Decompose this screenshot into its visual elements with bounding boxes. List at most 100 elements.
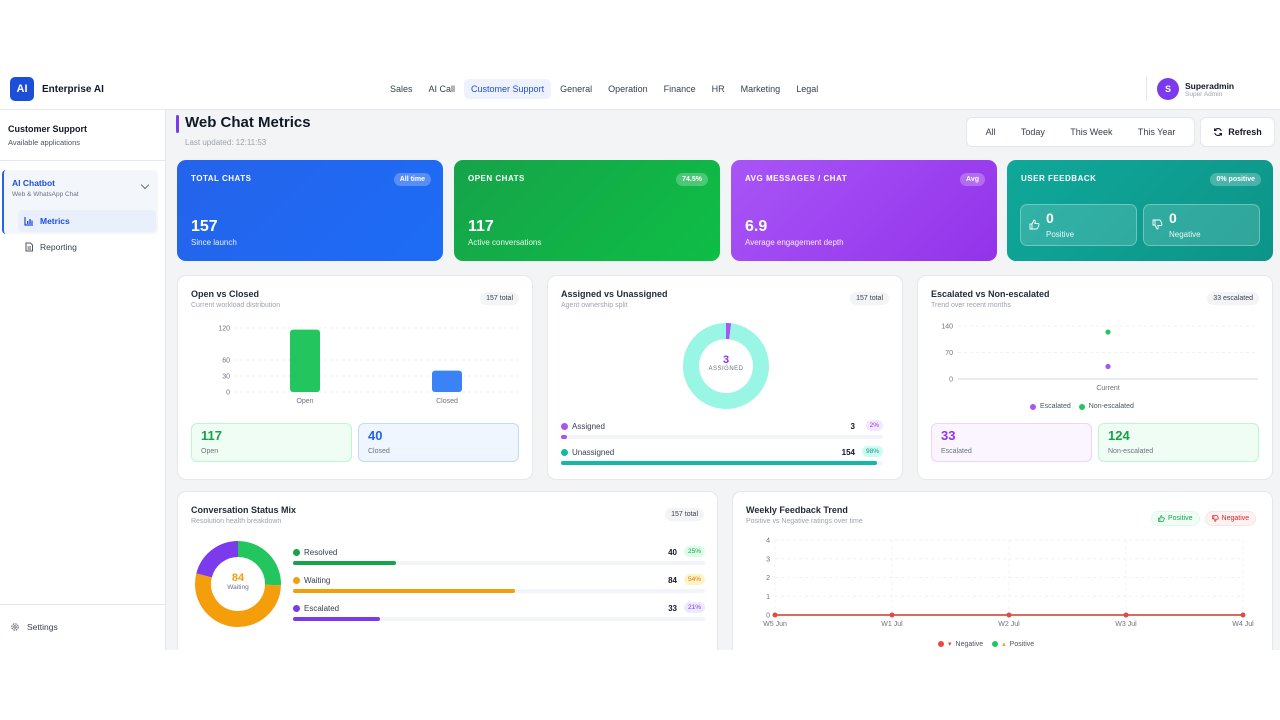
x-tick-label: Closed — [436, 398, 458, 405]
user-menu[interactable]: S Superadmin Super Admin — [1146, 77, 1234, 101]
point-negative — [1123, 612, 1129, 618]
point-negative — [889, 612, 895, 618]
status-mix-donut-chart — [195, 541, 281, 627]
filter-this-week[interactable]: This Week — [1070, 127, 1113, 137]
kpi-badge: Avg — [960, 173, 985, 186]
row-count: 84 — [668, 576, 677, 585]
sidebar-item-label: Metrics — [40, 216, 70, 226]
card-title: Conversation Status Mix — [191, 505, 297, 515]
user-role: Super Admin — [1185, 90, 1223, 98]
thumbs-up-icon — [1029, 219, 1040, 230]
status-mix-card: Conversation Status Mix Resolution healt… — [177, 491, 718, 650]
point-negative — [1006, 612, 1012, 618]
y-tick-label: 60 — [222, 358, 230, 365]
kpi-subtitle: Average engagement depth — [745, 238, 844, 247]
closed-stat-label: Closed — [368, 448, 390, 455]
slice-resolved — [237, 541, 281, 586]
sidebar-item-metrics[interactable]: Metrics — [18, 210, 156, 232]
row-percent: 21% — [683, 602, 705, 613]
negative-toggle-button[interactable]: Negative — [1204, 511, 1257, 526]
filter-this-year[interactable]: This Year — [1137, 127, 1176, 137]
legend-dot — [561, 423, 568, 430]
refresh-button[interactable]: Refresh — [1200, 117, 1275, 147]
row-label: Unassigned — [572, 448, 615, 457]
row-label: Waiting — [304, 576, 331, 585]
legend-label: Non-escalated — [1088, 403, 1134, 410]
sidebar: Customer Support Available applications … — [0, 110, 166, 650]
legend-label: Positive — [1009, 640, 1035, 648]
assigned-vs-unassigned-card: Assigned vs Unassigned Agent ownership s… — [547, 275, 903, 480]
card-title: Assigned vs Unassigned — [561, 289, 668, 299]
weekly-legend: ▾ Negative ▴ Positive — [938, 640, 1034, 648]
escalated-legend: Escalated Non-escalated — [1030, 403, 1134, 410]
thumbs-up-icon: ▴ — [1002, 641, 1006, 648]
feedback-negative-value: 0 — [1169, 210, 1177, 226]
settings-link[interactable]: Settings — [10, 622, 58, 632]
open-stat: 117 Open — [191, 423, 352, 462]
nav-hr[interactable]: HR — [711, 84, 725, 94]
nav-general[interactable]: General — [560, 84, 593, 94]
kpi-value: 6.9 — [745, 218, 768, 235]
point-negative — [1240, 612, 1246, 618]
x-tick-label: Open — [296, 398, 313, 405]
point-negative — [772, 612, 778, 618]
date-filter-group: All Today This Week This Year — [966, 117, 1195, 147]
y-tick-label: 30 — [222, 374, 230, 381]
chevron-down-icon[interactable] — [140, 180, 150, 190]
nav-sales[interactable]: Sales — [390, 84, 413, 94]
escalated-stat-value: 33 — [941, 428, 956, 443]
row-percent: 54% — [683, 574, 705, 585]
page-title: Web Chat Metrics — [185, 114, 311, 131]
total-pill: 157 total — [480, 292, 519, 305]
bar-chart-icon — [24, 217, 33, 226]
y-tick-label: 0 — [766, 613, 770, 620]
progress-fill — [293, 561, 396, 565]
kpi-open-chats: OPEN CHATS 74.5% 117 Active conversation… — [454, 160, 720, 261]
filter-today[interactable]: Today — [1020, 127, 1045, 137]
donut-center: 3 ASSIGNED — [681, 354, 771, 372]
legend-dot — [938, 641, 944, 647]
nav-customer-support[interactable]: Customer Support — [464, 79, 552, 99]
non-escalated-stat: 124 Non-escalated — [1098, 423, 1259, 462]
row-percent: 25% — [683, 546, 705, 557]
legend-dot — [1030, 403, 1036, 410]
feedback-positive-value: 0 — [1046, 210, 1054, 226]
escalated-scatter-chart: 0 70 140 Current — [941, 324, 1258, 392]
nav-operation[interactable]: Operation — [608, 84, 648, 94]
sidebar-item-reporting[interactable]: Reporting — [18, 236, 156, 258]
point-escalated — [1105, 363, 1111, 370]
filter-all[interactable]: All — [985, 127, 996, 137]
legend-dot — [992, 641, 999, 647]
slice-waiting — [195, 573, 281, 627]
kpi-badge: 0% positive — [1210, 173, 1261, 186]
nav-finance[interactable]: Finance — [663, 84, 696, 94]
y-tick-label: 0 — [949, 377, 953, 384]
legend-dot — [293, 577, 300, 584]
nav-legal[interactable]: Legal — [796, 84, 819, 94]
donut-center-value: 3 — [722, 354, 730, 366]
closed-stat-value: 40 — [368, 428, 383, 443]
open-closed-bar-chart: 0 30 60 120 Open Closed — [218, 326, 518, 405]
row-label: Escalated — [304, 604, 340, 613]
gear-icon — [11, 623, 19, 631]
thumbs-down-icon: ▾ — [948, 641, 952, 648]
legend-dot — [293, 549, 300, 556]
refresh-label: Refresh — [1228, 127, 1262, 137]
x-tick-label: W2 Jul — [998, 621, 1020, 628]
bar-closed — [432, 370, 462, 392]
kpi-badge: All time — [393, 173, 431, 186]
sidebar-subtitle: Available applications — [8, 138, 80, 147]
negative-toggle-label: Negative — [1221, 515, 1250, 522]
nav-marketing[interactable]: Marketing — [740, 84, 781, 94]
feedback-negative-label: Negative — [1169, 230, 1201, 239]
card-subtitle: Positive vs Negative ratings over time — [746, 518, 863, 525]
closed-stat: 40 Closed — [358, 423, 519, 462]
brand[interactable]: AI Enterprise AI — [10, 77, 104, 101]
progress-track — [561, 461, 883, 465]
brand-name: Enterprise AI — [42, 83, 104, 95]
point-non-escalated — [1105, 329, 1111, 335]
legend-label: Negative — [955, 640, 984, 648]
nav-ai-call[interactable]: AI Call — [428, 84, 456, 94]
positive-toggle-button[interactable]: Positive — [1151, 511, 1200, 526]
non-escalated-stat-label: Non-escalated — [1108, 448, 1154, 455]
